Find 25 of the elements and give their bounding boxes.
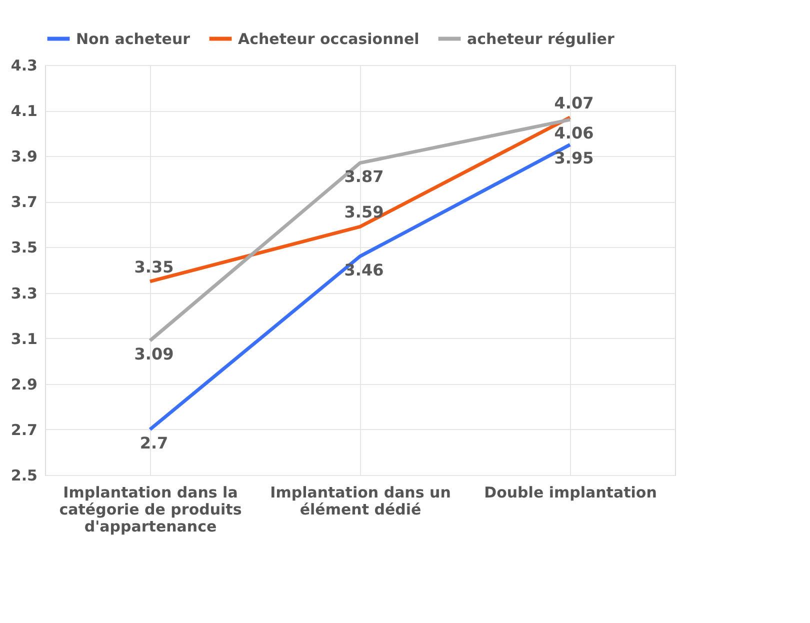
legend-label: acheteur régulier (467, 30, 615, 48)
data-label: 4.07 (554, 93, 594, 112)
y-tick-label: 2.7 (10, 420, 38, 439)
x-tick-label: Implantation dans un élément dédié (270, 484, 451, 518)
data-label: 3.87 (344, 166, 384, 186)
data-label: 3.09 (134, 344, 174, 364)
data-label: 2.7 (140, 433, 168, 452)
data-label: 3.59 (344, 202, 384, 222)
data-label: 3.35 (134, 257, 174, 276)
y-tick-label: 2.5 (10, 466, 38, 484)
y-tick-label: 3.5 (10, 238, 38, 257)
y-tick-label: 3.9 (10, 148, 38, 166)
y-tick-label: 3.7 (10, 193, 38, 212)
data-label: 3.46 (344, 260, 384, 280)
x-tick-label: Double implantation (484, 484, 657, 502)
y-tick-label: 2.9 (10, 375, 38, 394)
y-tick-label: 3.1 (10, 330, 38, 348)
x-tick-label: Implantation dans la catégorie de produits d'appartenance (59, 484, 242, 536)
y-tick-label: 4.3 (10, 56, 38, 74)
y-tick-label: 4.1 (10, 102, 38, 120)
data-label: 3.95 (554, 148, 594, 168)
y-tick-label: 3.3 (10, 284, 38, 302)
legend-label: Acheteur occasionnel (238, 30, 420, 48)
legend-label: Non acheteur (76, 30, 191, 48)
data-label: 4.06 (554, 124, 594, 143)
